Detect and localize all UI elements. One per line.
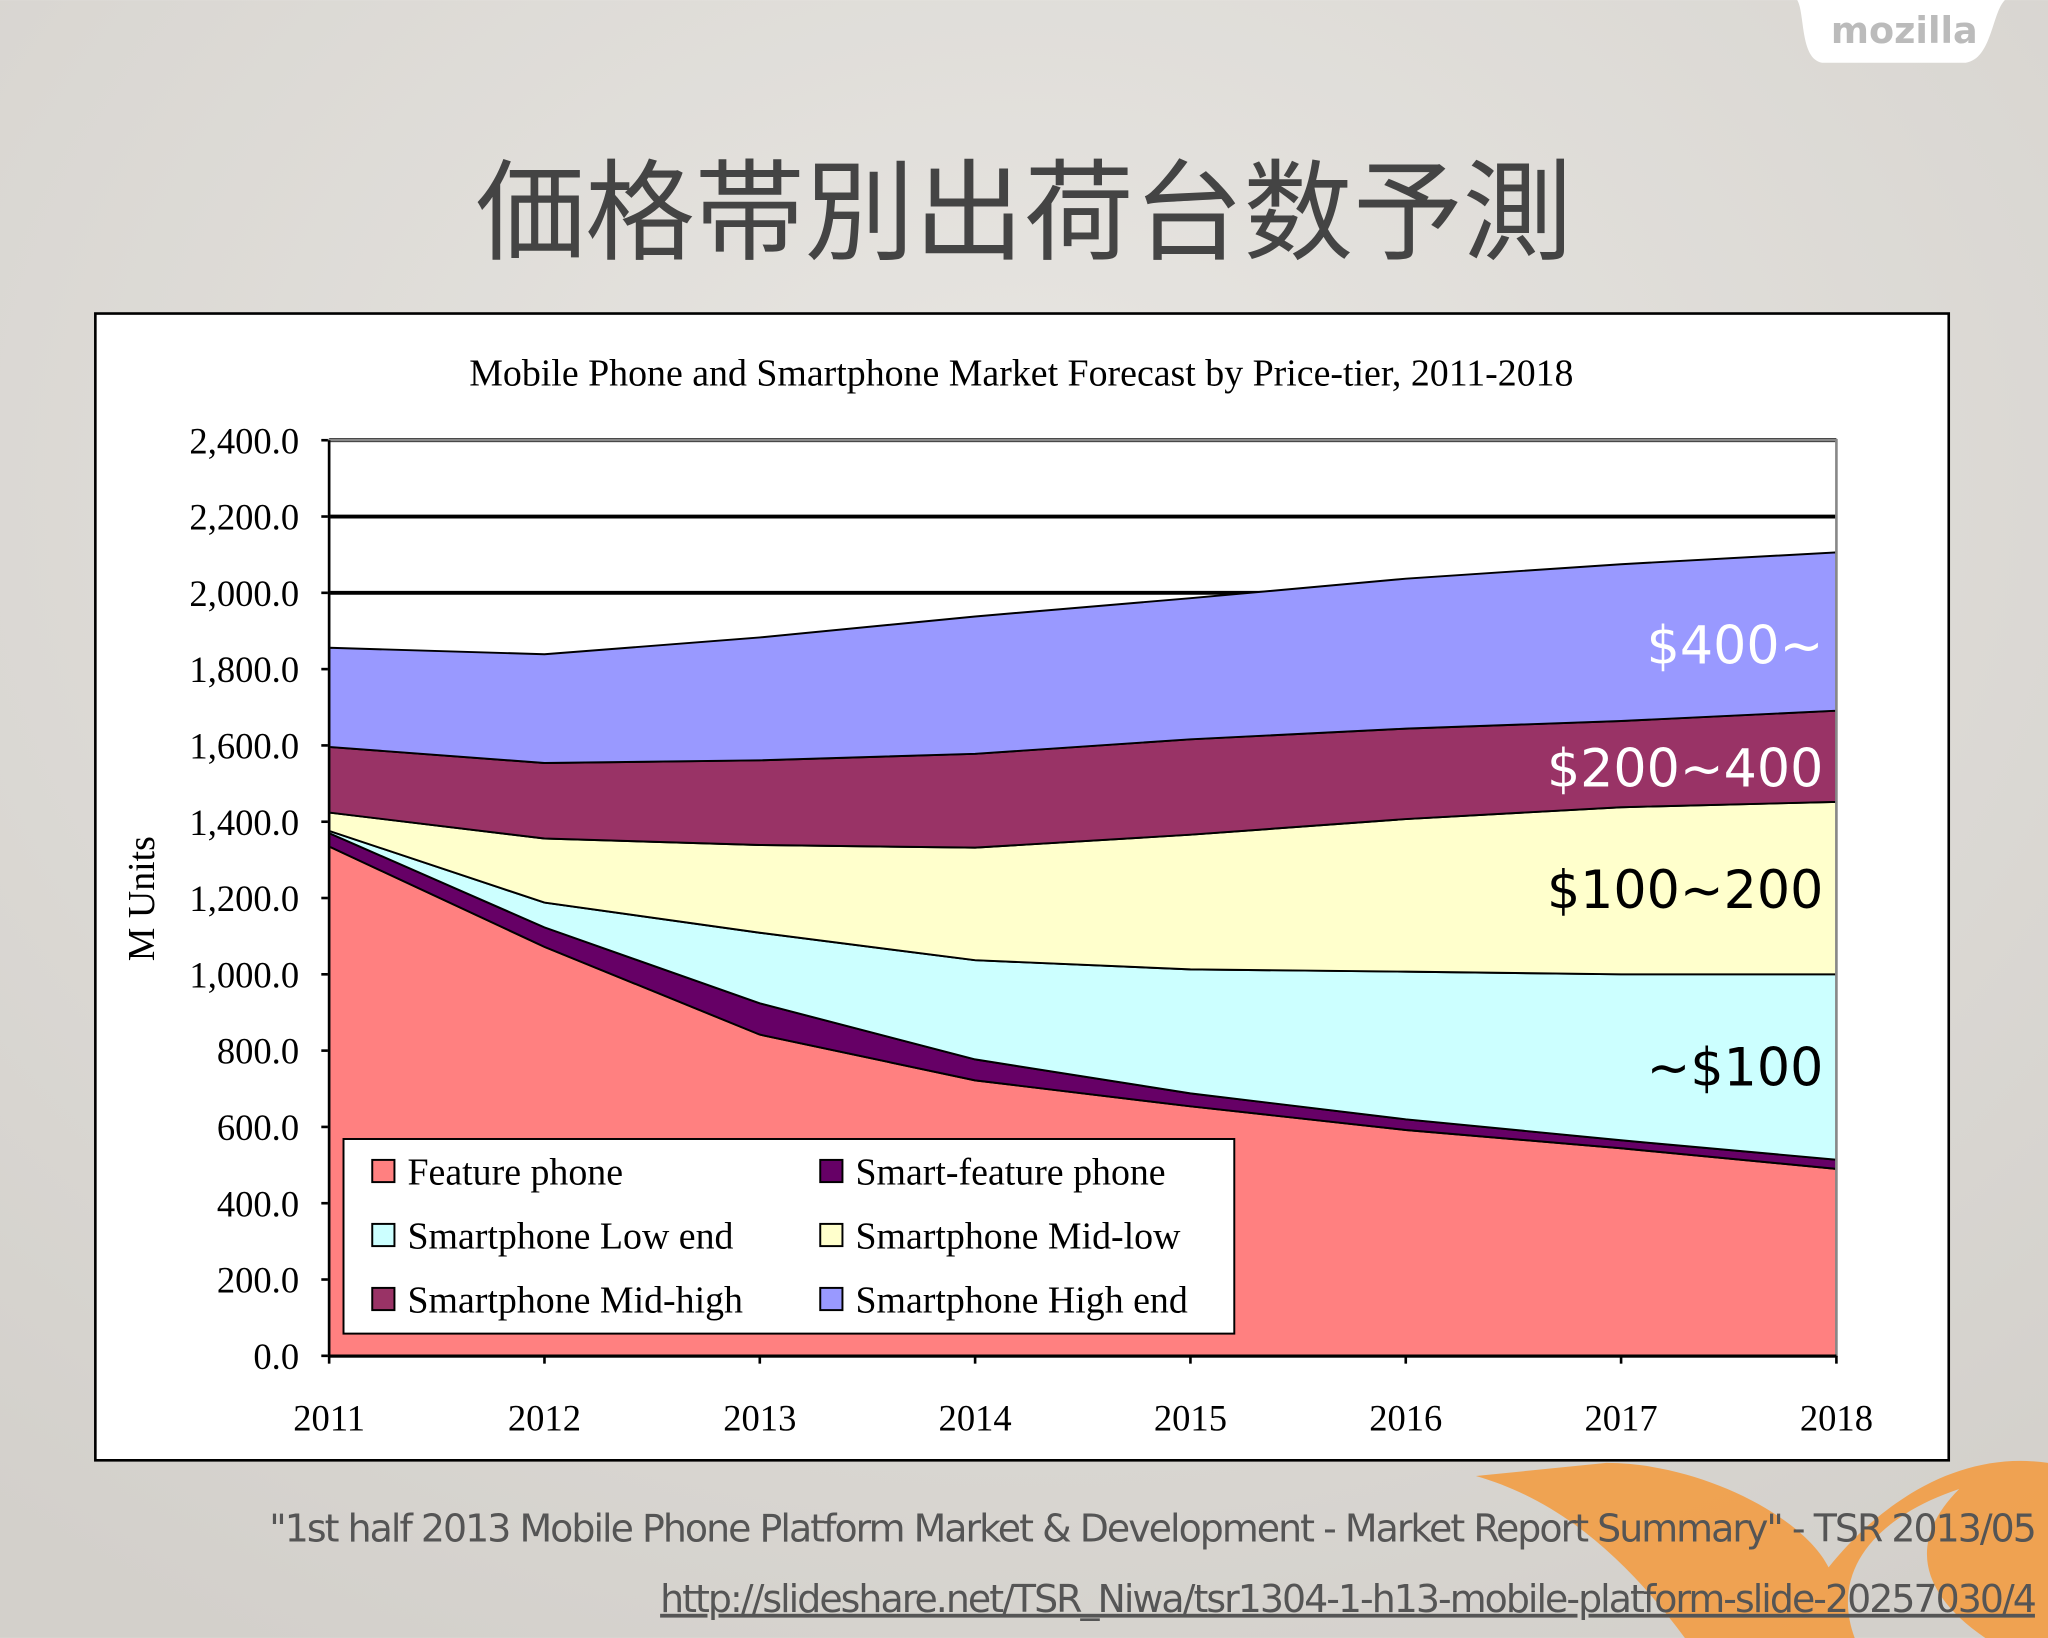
legend-swatch — [371, 1158, 396, 1184]
chart-title: Mobile Phone and Smartphone Market Forec… — [469, 352, 1573, 394]
legend-swatch — [371, 1222, 396, 1248]
logo: mozilla — [1831, 9, 1978, 52]
y-tick-label: 1,400.0 — [189, 802, 299, 843]
legend-box — [342, 1138, 1236, 1335]
x-tick-label: 2015 — [1154, 1397, 1227, 1438]
y-tick-label: 2,200.0 — [189, 497, 299, 538]
y-tick-label: 1,800.0 — [189, 649, 299, 690]
y-tick-label: 1,200.0 — [189, 878, 299, 919]
legend-label: Smartphone High end — [856, 1280, 1188, 1322]
y-tick-label: 1,600.0 — [189, 725, 299, 766]
legend-swatch — [819, 1158, 844, 1184]
logo-tab — [1797, 0, 2005, 63]
legend-label: Smartphone Mid-low — [856, 1216, 1182, 1258]
x-tick-label: 2013 — [723, 1397, 796, 1438]
legend-label: Smartphone Mid-high — [408, 1280, 744, 1322]
annotation: ~$100 — [1647, 1038, 1824, 1098]
x-tick-label: 2016 — [1369, 1397, 1442, 1438]
legend-label: Smartphone Low end — [408, 1216, 734, 1258]
decoration — [1475, 1460, 2048, 1638]
source: "1st half 2013 Mobile Phone Platform Mar… — [269, 1506, 2035, 1550]
plot: 0.0 200.0 400.0 600.0 800.0 1,000.0 1,200.0 1,4… — [189, 420, 1873, 1438]
source-url[interactable]: http://slideshare.net/TSR_Niwa/tsr1304-1… — [660, 1577, 2037, 1621]
legend: Feature phone Smart-feature phone Smartpho… — [342, 1138, 1236, 1335]
x-tick-label: 2014 — [939, 1397, 1012, 1438]
annotation: $200~400 — [1547, 739, 1823, 799]
x-tick-label: 2012 — [508, 1397, 581, 1438]
y-tick-label: 1,000.0 — [189, 954, 299, 995]
legend-swatch — [819, 1286, 844, 1312]
x-tick-label: 2018 — [1800, 1397, 1873, 1438]
y-axis-label: M Units — [121, 836, 163, 961]
legend-label: Smart-feature phone — [856, 1152, 1166, 1194]
y-tick-label: 200.0 — [217, 1260, 299, 1301]
legend-swatch — [819, 1222, 844, 1248]
x-tick-label: 2017 — [1585, 1397, 1658, 1438]
x-tick-label: 2011 — [293, 1397, 365, 1438]
legend-label: Feature phone — [408, 1152, 624, 1194]
y-tick-label: 800.0 — [217, 1031, 299, 1072]
annotation: $100~200 — [1547, 861, 1823, 921]
y-tick-label: 2,000.0 — [189, 573, 299, 614]
y-tick-label: 400.0 — [217, 1183, 299, 1224]
slide-title: 価格帯別出荷台数予測 — [475, 149, 1572, 277]
y-tick-label: 0.0 — [253, 1336, 299, 1377]
y-tick-label: 2,400.0 — [189, 420, 299, 461]
y-tick-label: 600.0 — [217, 1107, 299, 1148]
legend-swatch — [371, 1286, 396, 1312]
annotation: $400~ — [1647, 617, 1824, 677]
